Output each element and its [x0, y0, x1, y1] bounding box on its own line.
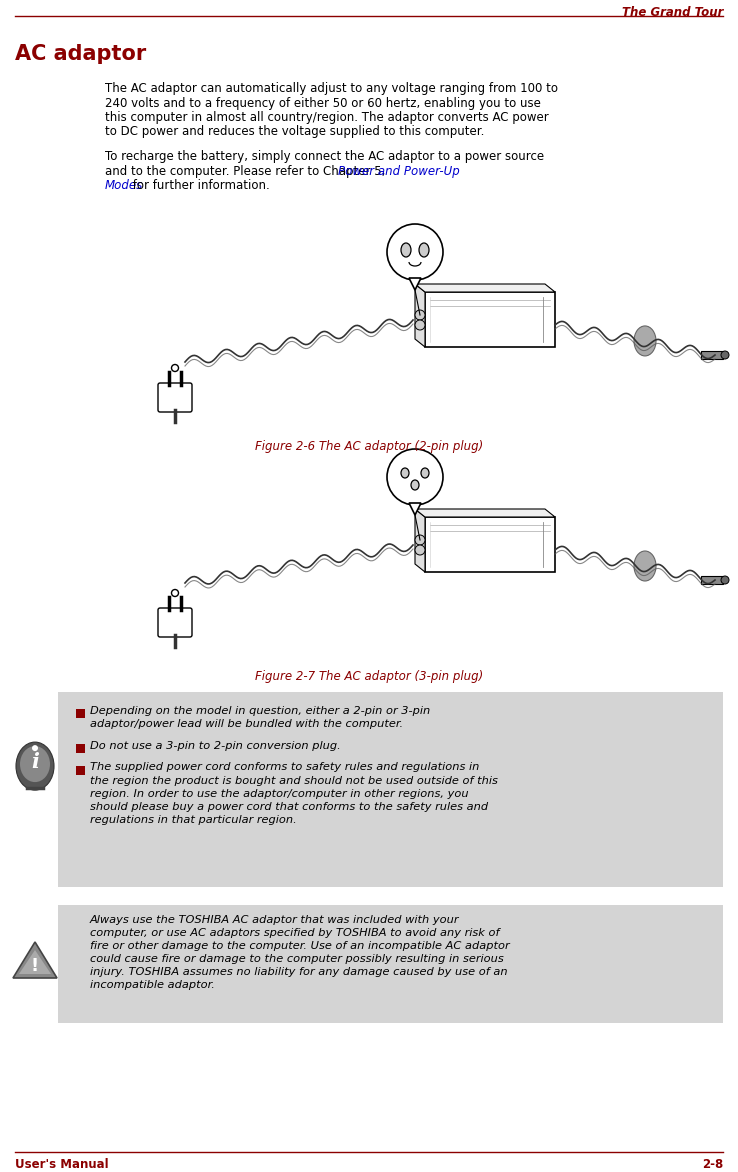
- FancyBboxPatch shape: [158, 608, 192, 638]
- Circle shape: [171, 364, 179, 372]
- Text: User's Manual: User's Manual: [15, 1158, 108, 1171]
- Text: Figure 2-7 The AC adaptor (3-pin plug): Figure 2-7 The AC adaptor (3-pin plug): [255, 670, 483, 683]
- Text: and to the computer. Please refer to Chapter 5,: and to the computer. Please refer to Cha…: [105, 164, 389, 177]
- Bar: [701, 350, 723, 359]
- Text: Depending on the model in question, either a 2-pin or 3-pin
adaptor/power lead w: Depending on the model in question, eith…: [90, 706, 430, 729]
- Text: 240 volts and to a frequency of either 50 or 60 hertz, enabling you to use: 240 volts and to a frequency of either 5…: [105, 96, 541, 109]
- Bar: [76, 765, 85, 775]
- Text: Modes: Modes: [105, 179, 143, 192]
- FancyBboxPatch shape: [158, 383, 192, 413]
- Circle shape: [415, 311, 425, 320]
- Text: Figure 2-6 The AC adaptor (2-pin plug): Figure 2-6 The AC adaptor (2-pin plug): [255, 440, 483, 454]
- Polygon shape: [415, 509, 555, 517]
- Text: Power and Power-Up: Power and Power-Up: [338, 164, 460, 177]
- Ellipse shape: [421, 468, 429, 478]
- Polygon shape: [415, 284, 425, 347]
- Bar: [425, 292, 555, 347]
- Text: Always use the TOSHIBA AC adaptor that was included with your
computer, or use A: Always use the TOSHIBA AC adaptor that w…: [90, 915, 510, 990]
- Circle shape: [387, 224, 443, 280]
- Bar: [76, 709, 85, 718]
- Circle shape: [171, 590, 179, 597]
- Circle shape: [721, 350, 729, 359]
- Text: Do not use a 3-pin to 2-pin conversion plug.: Do not use a 3-pin to 2-pin conversion p…: [90, 741, 341, 751]
- Bar: [58, 691, 723, 887]
- Text: The supplied power cord conforms to safety rules and regulations in
the region t: The supplied power cord conforms to safe…: [90, 763, 498, 825]
- Ellipse shape: [634, 326, 656, 356]
- Bar: [425, 517, 555, 572]
- Polygon shape: [19, 950, 51, 974]
- Circle shape: [415, 545, 425, 556]
- Text: The AC adaptor can automatically adjust to any voltage ranging from 100 to: The AC adaptor can automatically adjust …: [105, 82, 558, 95]
- Text: AC adaptor: AC adaptor: [15, 45, 146, 64]
- Text: !: !: [31, 958, 39, 975]
- Polygon shape: [409, 503, 421, 515]
- Circle shape: [387, 449, 443, 505]
- Ellipse shape: [401, 243, 411, 257]
- Polygon shape: [13, 942, 57, 977]
- Bar: [76, 744, 85, 752]
- Bar: [701, 575, 723, 584]
- Circle shape: [721, 575, 729, 584]
- Text: to DC power and reduces the voltage supplied to this computer.: to DC power and reduces the voltage supp…: [105, 125, 484, 138]
- Ellipse shape: [16, 742, 54, 790]
- Ellipse shape: [411, 481, 419, 490]
- Text: 2-8: 2-8: [702, 1158, 723, 1171]
- Circle shape: [415, 320, 425, 331]
- Polygon shape: [415, 284, 555, 292]
- Text: The Grand Tour: The Grand Tour: [621, 6, 723, 19]
- Text: this computer in almost all country/region. The adaptor converts AC power: this computer in almost all country/regi…: [105, 111, 549, 124]
- Circle shape: [415, 534, 425, 545]
- Bar: [58, 905, 723, 1023]
- Ellipse shape: [401, 468, 409, 478]
- Text: i: i: [31, 752, 39, 772]
- Polygon shape: [409, 278, 421, 289]
- Text: To recharge the battery, simply connect the AC adaptor to a power source: To recharge the battery, simply connect …: [105, 150, 544, 163]
- Ellipse shape: [20, 747, 50, 782]
- Circle shape: [32, 745, 38, 751]
- Text: for further information.: for further information.: [129, 179, 270, 192]
- Ellipse shape: [634, 551, 656, 581]
- Ellipse shape: [419, 243, 429, 257]
- Polygon shape: [415, 509, 425, 572]
